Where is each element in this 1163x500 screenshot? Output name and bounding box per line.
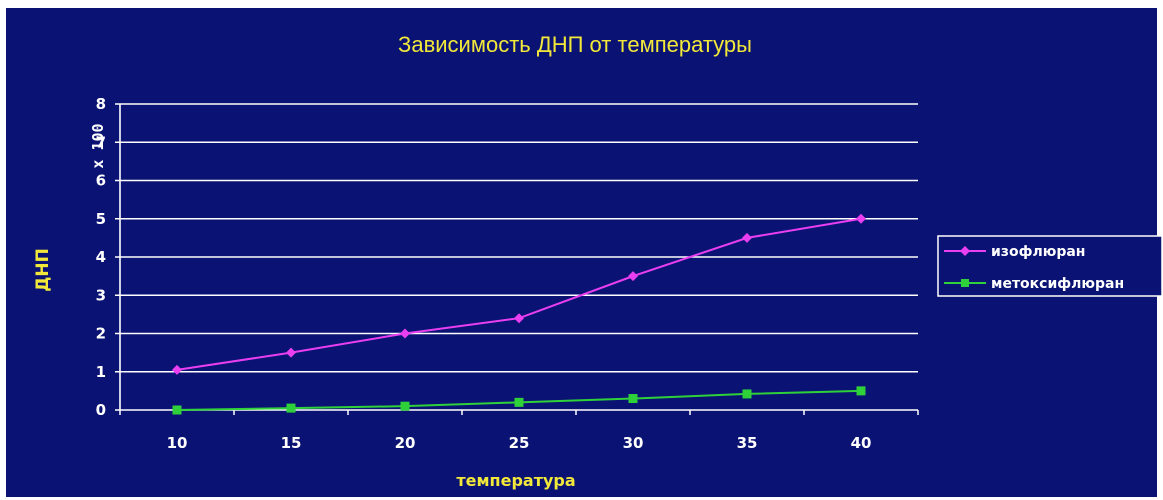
y-tick-label: 2 bbox=[96, 325, 106, 343]
legend-box bbox=[937, 235, 1163, 297]
x-tick-label: 20 bbox=[395, 434, 416, 452]
y-tick-label: 4 bbox=[96, 248, 106, 266]
data-point-diamond bbox=[628, 271, 638, 282]
x-axis-label: температура bbox=[456, 471, 575, 490]
data-point-square bbox=[628, 394, 638, 404]
x-tick-label: 30 bbox=[623, 434, 644, 452]
x-tick-label: 10 bbox=[167, 434, 188, 452]
data-point-diamond bbox=[400, 328, 410, 339]
y-tick-label: 3 bbox=[96, 286, 106, 304]
series-line-0 bbox=[176, 217, 862, 371]
y-tick-label: 5 bbox=[96, 210, 106, 228]
data-point-square bbox=[742, 389, 752, 399]
data-point-diamond bbox=[856, 213, 866, 224]
square-marker-icon bbox=[961, 279, 969, 287]
y-tick-label: 7 bbox=[96, 133, 106, 151]
series-group bbox=[172, 213, 866, 415]
data-point-square bbox=[856, 386, 866, 396]
gridlines bbox=[120, 103, 918, 373]
data-point-square bbox=[286, 403, 296, 413]
data-point-square bbox=[400, 401, 410, 411]
data-point-diamond bbox=[514, 313, 524, 324]
y-tick-label: 8 bbox=[96, 95, 106, 113]
x-tick-label: 40 bbox=[851, 434, 872, 452]
y-tick-labels: 0 1 2 3 4 5 6 7 8 bbox=[96, 95, 106, 419]
legend-label-methoxyflurane: метоксифлюран bbox=[991, 276, 1124, 292]
data-point-diamond bbox=[742, 232, 752, 243]
data-point-square bbox=[514, 397, 524, 407]
axes bbox=[115, 103, 919, 415]
y-tick-label: 1 bbox=[96, 363, 106, 381]
data-point-diamond bbox=[172, 364, 182, 375]
x-tick-label: 15 bbox=[281, 434, 302, 452]
x-tick-label: 35 bbox=[737, 434, 758, 452]
data-point-square bbox=[172, 405, 182, 415]
y-tick-label: 6 bbox=[96, 172, 106, 190]
legend-item-isoflurane: изофлюран bbox=[944, 244, 1085, 260]
legend-label-isoflurane: изофлюран bbox=[991, 244, 1085, 260]
y-axis-unit-label: x 100 bbox=[89, 123, 107, 168]
data-point-diamond bbox=[286, 347, 296, 358]
y-axis-label: ДНП bbox=[33, 248, 53, 292]
y-tick-label: 0 bbox=[96, 401, 106, 419]
x-tick-labels: 10 15 20 25 30 35 40 bbox=[167, 434, 872, 452]
legend: изофлюран метоксифлюран bbox=[937, 235, 1163, 297]
x-tick-label: 25 bbox=[509, 434, 530, 452]
legend-item-methoxyflurane: метоксифлюран bbox=[944, 276, 1124, 292]
chart-title: Зависимость ДНП от температуры bbox=[398, 32, 752, 57]
diamond-marker-icon bbox=[960, 246, 970, 256]
